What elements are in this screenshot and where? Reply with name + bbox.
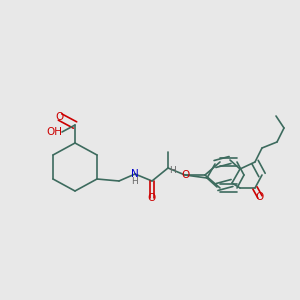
Text: O: O bbox=[148, 193, 156, 203]
Text: OH: OH bbox=[46, 127, 62, 137]
Text: N: N bbox=[131, 169, 139, 179]
Text: O: O bbox=[256, 192, 264, 202]
Text: O: O bbox=[181, 170, 189, 180]
Text: H: H bbox=[132, 177, 138, 186]
Text: H: H bbox=[169, 166, 176, 175]
Text: O: O bbox=[56, 112, 64, 122]
